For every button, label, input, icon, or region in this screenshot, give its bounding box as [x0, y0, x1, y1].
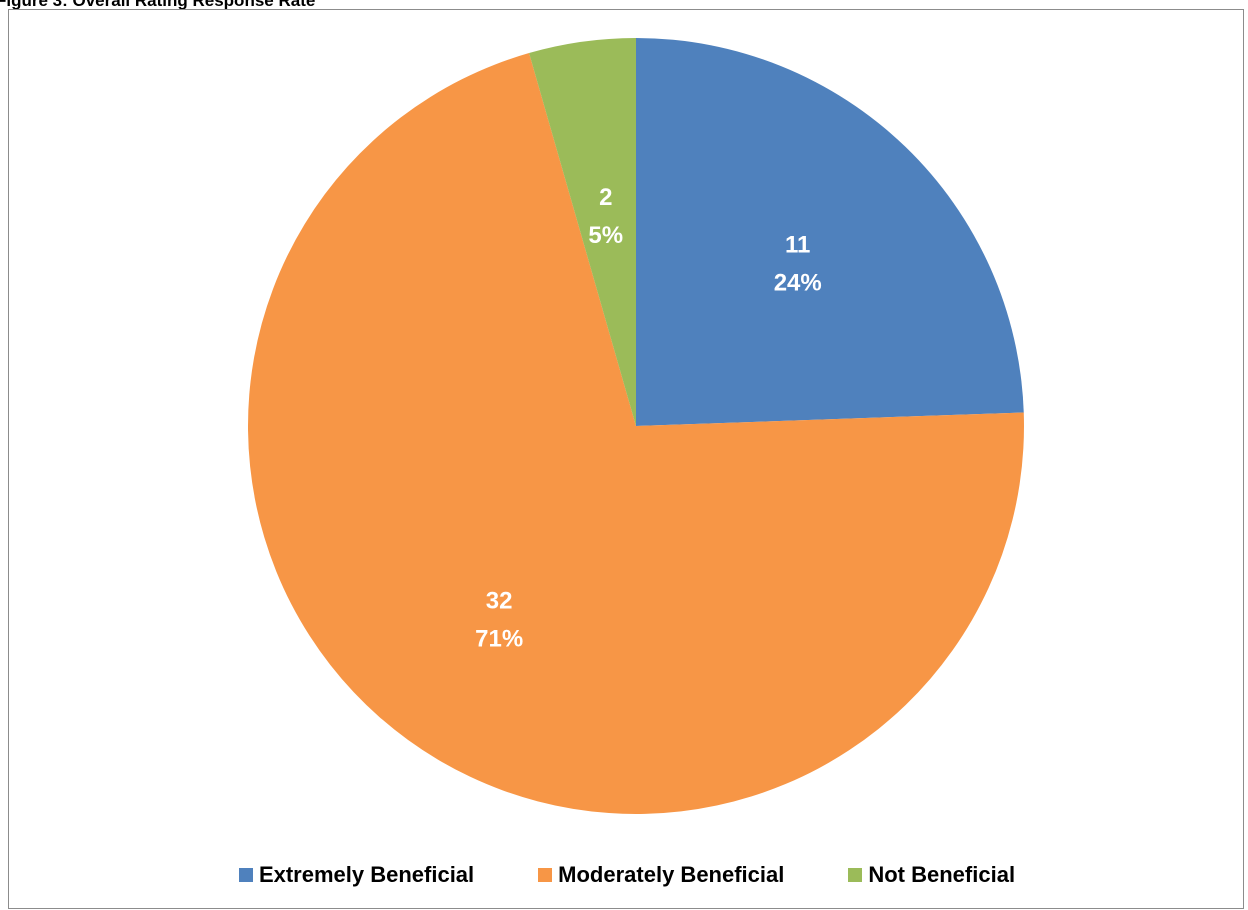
legend-label: Not Beneficial	[868, 862, 1016, 887]
legend-swatch	[848, 868, 863, 882]
pie-slice-moderately-beneficial	[247, 53, 1024, 815]
legend-swatch	[238, 868, 253, 882]
pie-chart: 11 24% 32 71% 2 5%	[247, 38, 1024, 815]
slice-value-label: 32	[486, 587, 513, 614]
slice-percent-label: 24%	[774, 270, 822, 297]
legend-item-extremely-beneficial: Extremely Beneficial	[238, 862, 475, 888]
slice-percent-label: 5%	[588, 222, 623, 249]
legend-item-moderately-beneficial: Moderately Beneficial	[538, 862, 784, 888]
legend-label: Moderately Beneficial	[558, 862, 785, 887]
pie-slice-not-beneficial	[529, 38, 636, 426]
slice-value-label: 11	[785, 232, 810, 259]
legend: Extremely Beneficial Moderately Benefici…	[9, 862, 1245, 888]
legend-label: Extremely Beneficial	[258, 862, 475, 887]
chart-area: 11 24% 32 71% 2 5% Extremely Beneficial Moder…	[8, 9, 1244, 909]
figure-caption: Figure 3: Overall Rating Response Rate	[0, 0, 316, 10]
legend-swatch	[538, 868, 553, 882]
pie-slice-extremely-beneficial	[636, 38, 1024, 426]
slice-percent-label: 71%	[475, 625, 523, 652]
legend-item-not-beneficial: Not Beneficial	[848, 862, 1015, 888]
slice-value-label: 2	[599, 184, 612, 211]
